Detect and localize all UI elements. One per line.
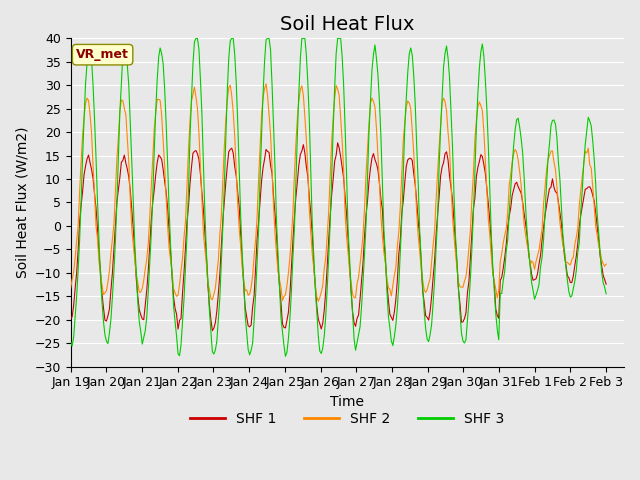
Legend: SHF 1, SHF 2, SHF 3: SHF 1, SHF 2, SHF 3 [185,407,510,432]
Title: Soil Heat Flux: Soil Heat Flux [280,15,415,34]
Y-axis label: Soil Heat Flux (W/m2): Soil Heat Flux (W/m2) [15,127,29,278]
X-axis label: Time: Time [330,395,364,409]
Text: VR_met: VR_met [76,48,129,61]
